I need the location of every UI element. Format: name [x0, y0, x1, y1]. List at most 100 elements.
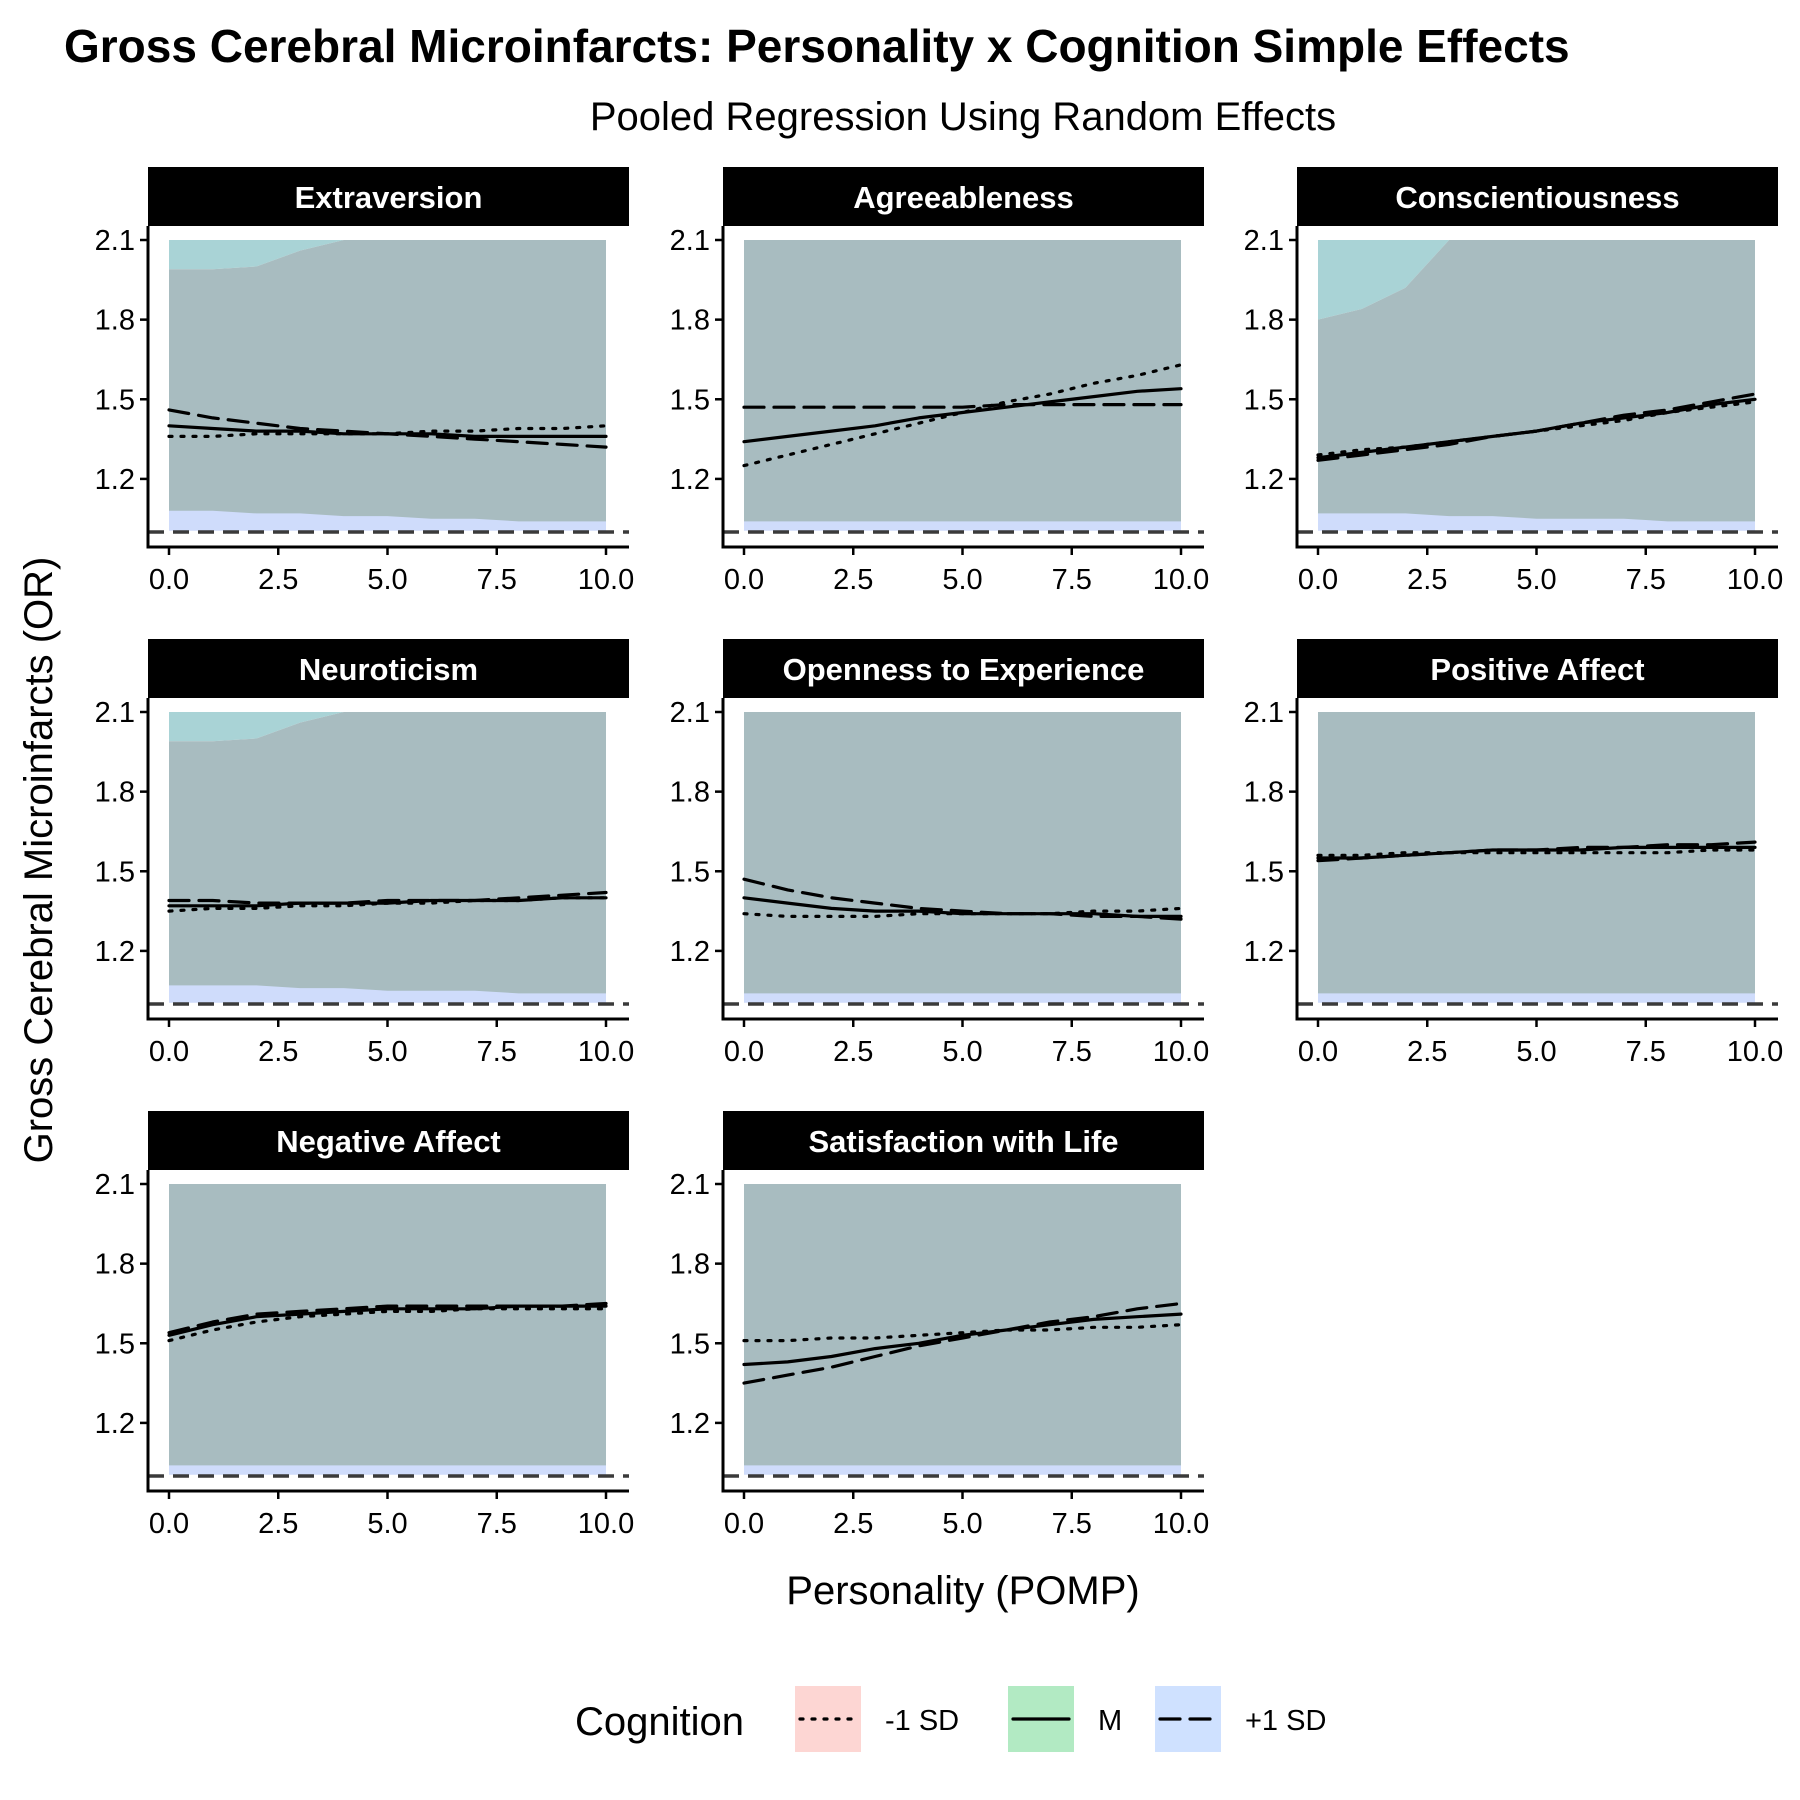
x-tick-label: 10.0: [1153, 1508, 1209, 1540]
ribbon-lower-fringe: [1318, 510, 1755, 531]
ribbon-overlap: [1318, 240, 1755, 522]
x-tick-label: 5.0: [367, 1036, 407, 1068]
strip-background: [148, 1111, 629, 1170]
strip-background: [1297, 639, 1778, 698]
x-tick-label: 2.5: [258, 564, 298, 596]
y-tick-label: 1.2: [670, 464, 710, 496]
y-tick-label: 1.8: [670, 305, 710, 337]
panel-negative-affect: Negative Affect 1.2 1.5 1.8 2.1 0.0 2.5 5.0 7.5 1…: [95, 1111, 634, 1540]
x-tick-label: 2.5: [1407, 564, 1447, 596]
panel-neuroticism: Neuroticism 1.2 1.5 1.8 2.1 0.0 2.5 5.0 7.5 10.0: [95, 639, 634, 1068]
ribbon-overlap: [169, 240, 606, 522]
y-tick-label: 1.5: [95, 384, 135, 416]
y-tick-label: 1.2: [1244, 464, 1284, 496]
y-tick-label: 1.8: [1244, 305, 1284, 337]
legend-label: M: [1098, 1705, 1122, 1737]
ribbon-overlap: [169, 1184, 606, 1466]
x-tick-label: 5.0: [367, 1508, 407, 1540]
ribbon-overlap: [169, 712, 606, 994]
x-tick-label: 2.5: [833, 1508, 873, 1540]
ribbon-lower-fringe: [169, 982, 606, 1003]
strip-background: [1297, 167, 1778, 226]
series-line-minus-1-sd: [1316, 848, 1757, 857]
x-tick-label: 0.0: [149, 1508, 189, 1540]
chart-subtitle: Pooled Regression Using Random Effects: [590, 95, 1336, 139]
y-tick-label: 1.5: [95, 1328, 135, 1360]
series-line-plus-1-sd: [1316, 840, 1757, 863]
strip-label: Neuroticism: [299, 652, 478, 687]
legend-title: Cognition: [575, 1700, 744, 1744]
y-tick-label: 1.2: [95, 936, 135, 968]
x-tick-label: 5.0: [1516, 1036, 1556, 1068]
series-line-plus-1-sd: [1316, 392, 1757, 462]
y-tick-label: 2.1: [670, 697, 710, 729]
x-tick-label: 2.5: [833, 564, 873, 596]
x-tick-label: 10.0: [578, 564, 634, 596]
legend-entry-plus-1-sd: +1 SD: [1155, 1686, 1326, 1752]
panel-positive-affect: Positive Affect 1.2 1.5 1.8 2.1 0.0 2.5 5.0 7.5 1…: [1244, 639, 1783, 1068]
series-line-minus-1-sd: [167, 1307, 608, 1343]
series-line-minus-1-sd: [742, 363, 1183, 468]
series-line-mean: [742, 1312, 1183, 1367]
y-tick-label: 2.1: [95, 1169, 135, 1201]
series-line-plus-1-sd: [742, 403, 1183, 409]
legend-label: -1 SD: [885, 1705, 959, 1737]
x-tick-label: 7.5: [1052, 564, 1092, 596]
y-tick-label: 1.2: [1244, 936, 1284, 968]
x-tick-label: 10.0: [1727, 1036, 1783, 1068]
y-tick-label: 1.5: [670, 856, 710, 888]
strip-background: [148, 639, 629, 698]
strip-label: Conscientiousness: [1395, 180, 1679, 215]
panel-satisfaction-with-life: Satisfaction with Life 1.2 1.5 1.8 2.1 0.0 2.5…: [670, 1111, 1209, 1540]
x-tick-label: 0.0: [1298, 1036, 1338, 1068]
ribbon-overlap: [744, 240, 1181, 522]
x-tick-label: 5.0: [942, 1508, 982, 1540]
x-tick-label: 10.0: [578, 1036, 634, 1068]
x-tick-label: 2.5: [258, 1036, 298, 1068]
x-tick-label: 7.5: [1052, 1508, 1092, 1540]
series-line-mean: [167, 896, 608, 908]
x-tick-label: 5.0: [367, 564, 407, 596]
x-tick-label: 2.5: [833, 1036, 873, 1068]
x-tick-label: 0.0: [149, 1036, 189, 1068]
series-line-minus-1-sd: [742, 1323, 1183, 1343]
strip-background: [723, 167, 1204, 226]
ribbon-upper-teal: [169, 240, 606, 270]
y-tick-label: 1.8: [95, 305, 135, 337]
strip-label: Agreeableness: [853, 180, 1074, 215]
legend-label: +1 SD: [1245, 1705, 1326, 1737]
x-tick-label: 10.0: [1727, 564, 1783, 596]
panel-extraversion: Extraversion 1.2 1.5 1.8 2.1 0.0 2.5 5.0 7.5 10.0: [95, 167, 634, 596]
x-tick-label: 5.0: [942, 564, 982, 596]
y-tick-label: 2.1: [1244, 225, 1284, 257]
x-tick-label: 7.5: [477, 564, 517, 596]
y-tick-label: 1.5: [670, 384, 710, 416]
strip-label: Positive Affect: [1430, 652, 1644, 687]
y-tick-label: 2.1: [670, 1169, 710, 1201]
y-tick-label: 1.8: [1244, 777, 1284, 809]
ribbon-overlap: [744, 1184, 1181, 1466]
x-axis-title: Personality (POMP): [786, 1569, 1139, 1613]
ribbon-upper-teal: [169, 712, 606, 742]
y-tick-label: 1.5: [95, 856, 135, 888]
strip-label: Openness to Experience: [783, 652, 1145, 687]
y-tick-label: 2.1: [95, 225, 135, 257]
chart-title: Gross Cerebral Microinfarcts: Personalit…: [64, 20, 1570, 72]
x-tick-label: 7.5: [1052, 1036, 1092, 1068]
y-tick-label: 1.5: [670, 1328, 710, 1360]
y-tick-label: 1.8: [670, 1249, 710, 1281]
y-axis-title: Gross Cerebral Microinfarcts (OR): [17, 557, 61, 1164]
panel-openness-to-experience: Openness to Experience 1.2 1.5 1.8 2.1 0.0 2.5…: [670, 639, 1209, 1068]
x-tick-label: 0.0: [724, 564, 764, 596]
series-line-plus-1-sd: [742, 1301, 1183, 1385]
strip-background: [148, 167, 629, 226]
x-tick-label: 0.0: [724, 1508, 764, 1540]
y-tick-label: 1.8: [670, 777, 710, 809]
y-tick-label: 1.2: [95, 464, 135, 496]
x-tick-label: 7.5: [1626, 1036, 1666, 1068]
ribbon-upper-teal: [1318, 240, 1755, 320]
x-tick-label: 7.5: [477, 1508, 517, 1540]
y-tick-label: 2.1: [95, 697, 135, 729]
